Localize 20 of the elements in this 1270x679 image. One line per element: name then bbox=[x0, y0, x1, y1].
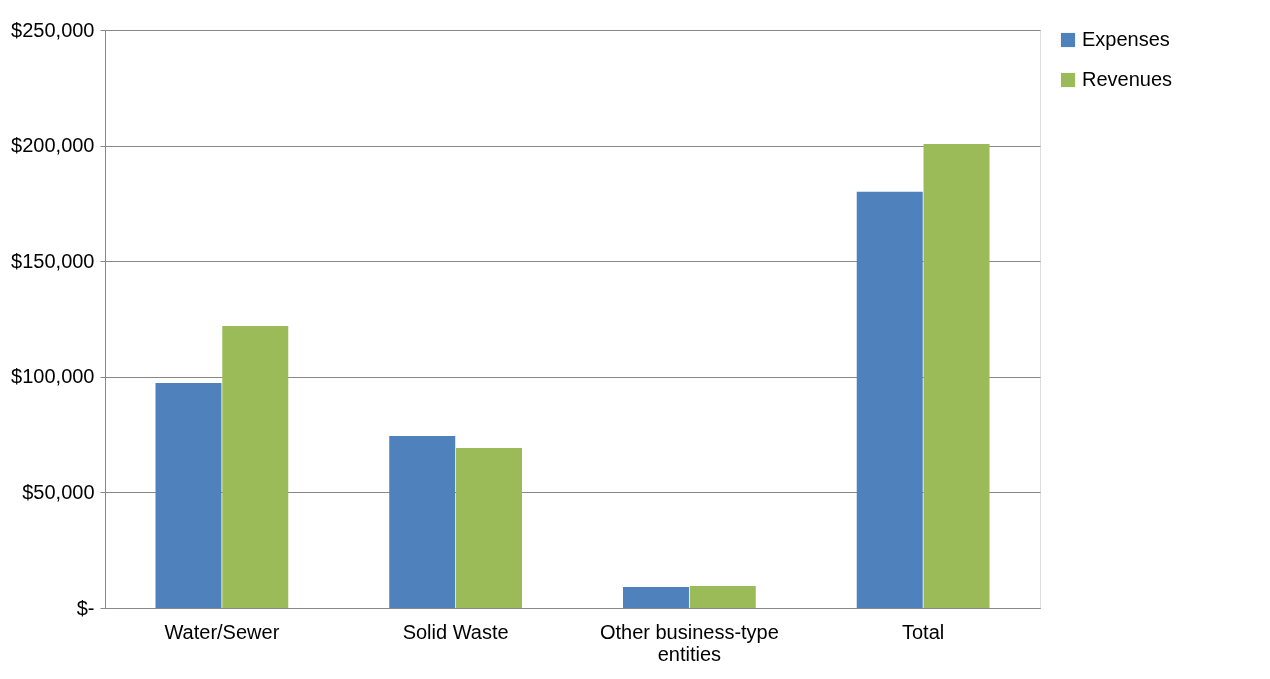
x-tick-label: Water/Sewer bbox=[164, 620, 280, 643]
bar bbox=[155, 383, 222, 608]
legend-label: Expenses bbox=[1082, 28, 1170, 50]
y-tick-label: $- bbox=[76, 596, 95, 619]
legend-label: Revenues bbox=[1082, 68, 1173, 90]
bar bbox=[689, 586, 756, 608]
x-tick-label: Solid Waste bbox=[402, 620, 509, 643]
bar bbox=[622, 586, 689, 608]
bar bbox=[856, 191, 923, 608]
y-tick-label: $150,000 bbox=[11, 249, 95, 272]
y-tick-label: $100,000 bbox=[11, 365, 95, 388]
y-tick-label: $200,000 bbox=[11, 134, 95, 157]
bar bbox=[389, 435, 456, 608]
y-tick-label: $50,000 bbox=[22, 480, 95, 503]
y-tick-label: $250,000 bbox=[11, 18, 95, 41]
bar bbox=[456, 448, 523, 608]
x-tick-label: Total bbox=[902, 620, 945, 643]
bar bbox=[222, 325, 289, 608]
x-tick-label: Other business-type entities bbox=[599, 620, 779, 665]
bar bbox=[923, 143, 990, 608]
